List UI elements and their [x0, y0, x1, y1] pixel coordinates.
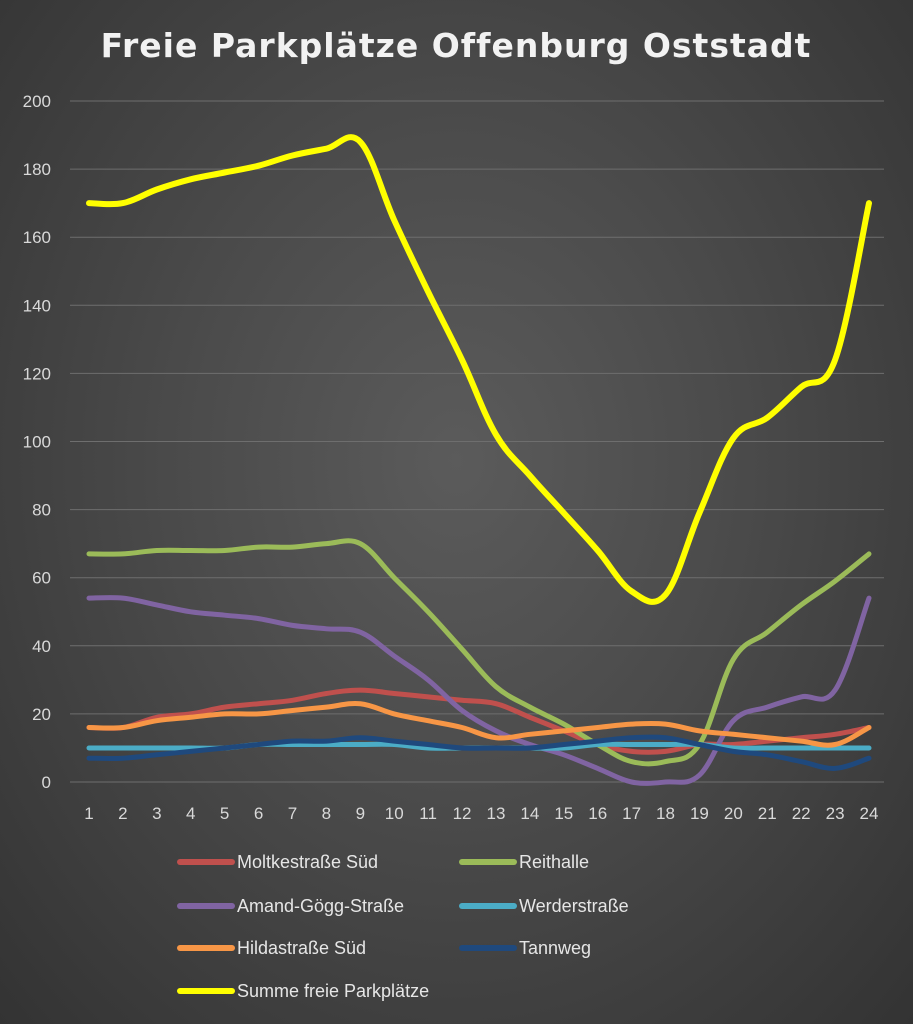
y-tick-label: 180 — [23, 160, 51, 179]
series-line-tannweg — [86, 734, 872, 771]
x-tick-label: 11 — [419, 804, 437, 823]
x-tick-label: 23 — [826, 804, 845, 823]
x-tick-label: 15 — [554, 804, 573, 823]
x-tick-label: 9 — [356, 804, 365, 823]
x-axis-ticks: 1 2 3 4 5 6 7 8 9 10 11 12 13 14 15 16 17 18 19 20 21 22 23 24 — [84, 804, 878, 823]
legend-label-moltkestra-e-s-d: Moltkestraße Süd — [237, 852, 378, 872]
x-tick-label: 17 — [622, 804, 641, 823]
gridlines — [70, 100, 884, 783]
series-line-amand-g-gg-stra-e — [86, 595, 872, 786]
x-tick-label: 24 — [860, 804, 879, 823]
legend-label-reithalle: Reithalle — [519, 852, 589, 872]
x-tick-label: 12 — [453, 804, 472, 823]
y-tick-label: 80 — [32, 501, 51, 520]
y-tick-label: 0 — [42, 773, 51, 792]
x-tick-label: 3 — [152, 804, 161, 823]
chart-title: Freie Parkplätze Offenburg Oststadt — [101, 26, 812, 65]
x-tick-label: 1 — [84, 804, 93, 823]
x-tick-label: 2 — [118, 804, 127, 823]
x-tick-label: 21 — [758, 804, 777, 823]
series-lines — [86, 134, 872, 786]
legend-label-amand-g-gg-stra-e: Amand-Gögg-Straße — [237, 896, 404, 916]
x-tick-label: 10 — [385, 804, 404, 823]
y-tick-label: 60 — [32, 569, 51, 588]
y-axis-ticks: 0 20 40 60 80 100 120 140 160 180 200 — [23, 92, 51, 792]
legend-label-tannweg: Tannweg — [519, 938, 591, 958]
x-tick-label: 13 — [486, 804, 505, 823]
y-tick-label: 120 — [23, 364, 51, 383]
x-tick-label: 22 — [792, 804, 811, 823]
x-tick-label: 5 — [220, 804, 229, 823]
x-tick-label: 14 — [520, 804, 539, 823]
y-tick-label: 200 — [23, 92, 51, 111]
legend-label-hildastra-e-s-d: Hildastraße Süd — [237, 938, 366, 958]
legend-label-werderstra-e: Werderstraße — [519, 896, 629, 916]
legend-label-summe-freie-parkpl-tze: Summe freie Parkplätze — [237, 981, 429, 1001]
x-tick-label: 16 — [588, 804, 607, 823]
x-tick-label: 19 — [690, 804, 709, 823]
y-tick-label: 40 — [32, 637, 51, 656]
y-tick-label: 100 — [23, 433, 51, 452]
y-tick-label: 160 — [23, 228, 51, 247]
x-tick-label: 4 — [186, 804, 195, 823]
x-tick-label: 20 — [724, 804, 743, 823]
series-line-hildastra-e-s-d — [86, 700, 872, 748]
series-line-moltkestra-e-s-d — [86, 687, 872, 755]
x-tick-label: 7 — [288, 804, 297, 823]
x-tick-label: 18 — [656, 804, 675, 823]
series-line-summe-freie-parkpl-tze — [86, 134, 872, 605]
x-tick-label: 8 — [322, 804, 331, 823]
y-tick-label: 140 — [23, 296, 51, 315]
x-tick-label: 6 — [254, 804, 263, 823]
series-line-reithalle — [86, 538, 872, 767]
y-tick-label: 20 — [32, 705, 51, 724]
legend: Moltkestraße Süd Reithalle Amand-Gögg-Stra… — [177, 852, 629, 1001]
